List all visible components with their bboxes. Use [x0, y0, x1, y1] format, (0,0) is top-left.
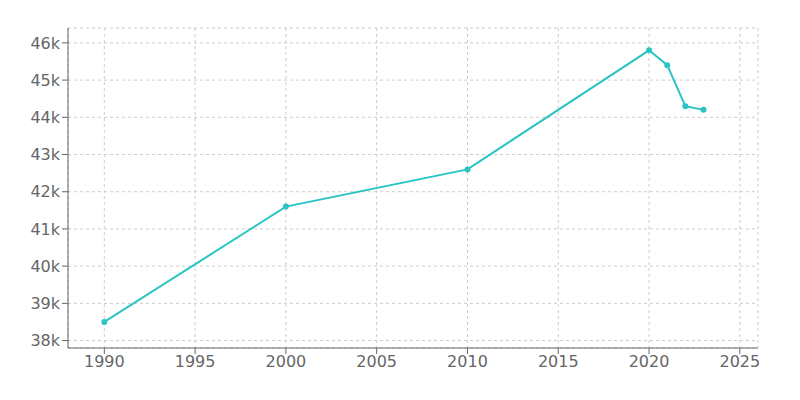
svg-text:46k: 46k — [30, 34, 60, 53]
svg-text:40k: 40k — [30, 257, 60, 276]
svg-text:2020: 2020 — [629, 352, 670, 371]
svg-text:2005: 2005 — [356, 352, 397, 371]
svg-text:45k: 45k — [30, 71, 60, 90]
svg-text:2015: 2015 — [538, 352, 579, 371]
svg-text:1995: 1995 — [175, 352, 216, 371]
svg-text:44k: 44k — [30, 108, 60, 127]
svg-text:2000: 2000 — [266, 352, 307, 371]
svg-text:1990: 1990 — [84, 352, 125, 371]
svg-text:39k: 39k — [30, 294, 60, 313]
svg-text:2010: 2010 — [447, 352, 488, 371]
svg-text:38k: 38k — [30, 331, 60, 350]
svg-text:42k: 42k — [30, 182, 60, 201]
svg-text:41k: 41k — [30, 220, 60, 239]
svg-text:43k: 43k — [30, 145, 60, 164]
svg-text:2025: 2025 — [719, 352, 760, 371]
